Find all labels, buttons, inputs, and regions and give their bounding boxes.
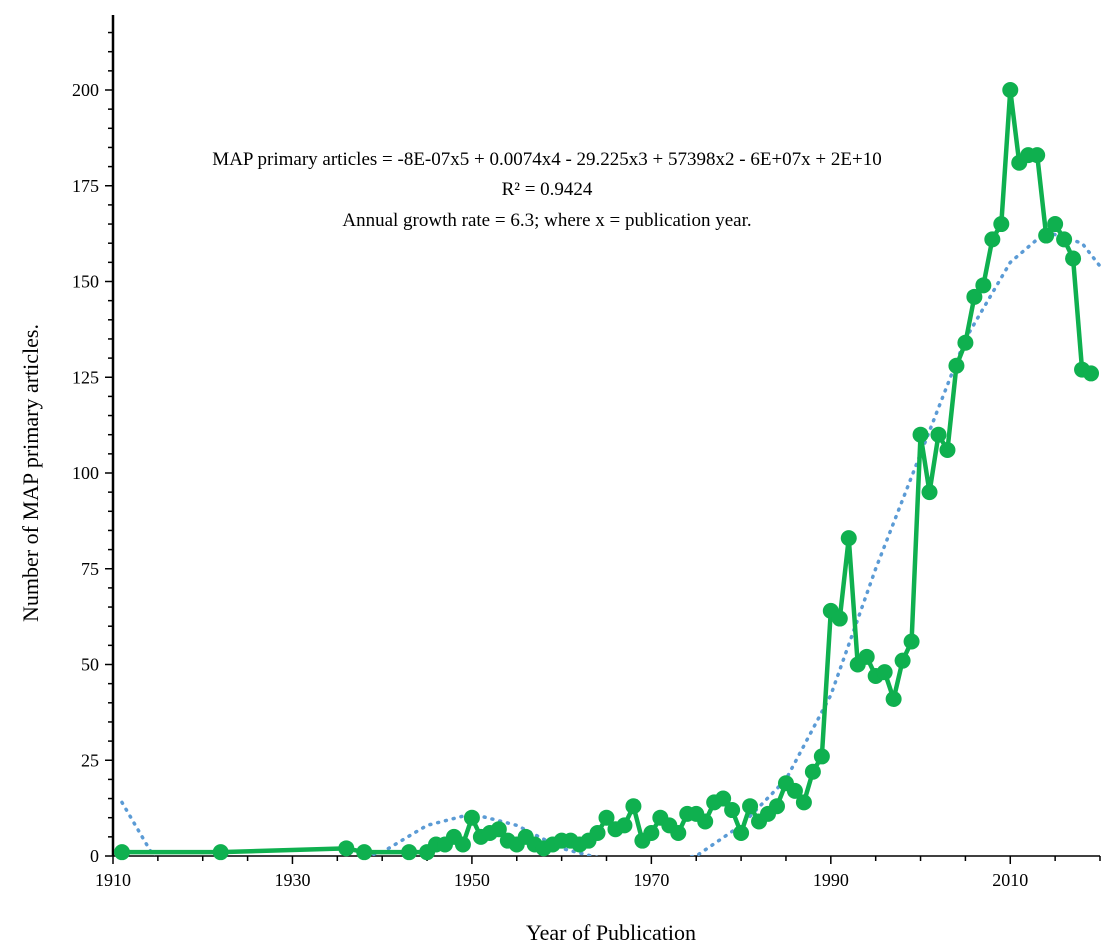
data-point xyxy=(490,821,507,838)
polynomial-trendline xyxy=(120,229,1102,856)
data-point xyxy=(724,802,741,819)
data-point xyxy=(912,426,929,443)
data-point xyxy=(625,798,642,815)
data-point xyxy=(463,809,480,826)
y-tick-label: 100 xyxy=(72,463,99,483)
data-point xyxy=(1083,365,1100,382)
y-axis-title: Number of MAP primary articles. xyxy=(18,324,43,622)
data-point xyxy=(768,798,785,815)
data-point xyxy=(338,840,355,857)
data-point xyxy=(697,813,714,830)
data-point xyxy=(1056,231,1073,248)
y-tick-label: 25 xyxy=(81,750,99,770)
data-point xyxy=(212,844,229,861)
data-point xyxy=(876,664,893,681)
y-tick-label: 200 xyxy=(72,80,99,100)
axes: 0 25 50 75 100 125 150 175 200 1910 1930 1950 1970 19… xyxy=(72,15,1101,890)
y-tick-label: 175 xyxy=(72,176,99,196)
x-tick-label: 2010 xyxy=(992,870,1028,890)
trendline-layer xyxy=(120,229,1102,856)
data-point xyxy=(813,748,830,765)
y-tick-label: 150 xyxy=(72,272,99,292)
data-point xyxy=(643,825,660,842)
x-tick-label: 1970 xyxy=(633,870,669,890)
data-point xyxy=(840,530,857,547)
r-squared-annotation: R² = 0.9424 xyxy=(502,179,593,200)
equation-annotation: MAP primary articles = -8E-07x5 + 0.0074… xyxy=(212,149,881,170)
data-point xyxy=(589,825,606,842)
y-tick-label: 0 xyxy=(90,846,99,866)
data-point xyxy=(356,844,373,861)
data-point xyxy=(939,442,956,459)
data-point xyxy=(921,484,938,501)
data-point xyxy=(786,782,803,799)
data-point xyxy=(598,809,615,826)
data-point xyxy=(948,357,965,374)
text-layer: MAP primary articles = -8E-07x5 + 0.0074… xyxy=(18,149,882,945)
data-point xyxy=(616,817,633,834)
y-tick-label: 50 xyxy=(81,655,99,675)
data-point xyxy=(903,633,920,650)
x-tick-label: 1930 xyxy=(274,870,310,890)
data-point xyxy=(804,763,821,780)
data-point xyxy=(795,794,812,811)
data-point xyxy=(858,648,875,665)
data-point xyxy=(957,334,974,351)
data-point xyxy=(401,844,418,861)
data-point xyxy=(993,216,1010,233)
growth-rate-annotation: Annual growth rate = 6.3; where x = publ… xyxy=(342,210,751,231)
data-point xyxy=(742,798,759,815)
y-tick-label: 75 xyxy=(81,559,99,579)
x-tick-label: 1990 xyxy=(813,870,849,890)
data-point xyxy=(984,231,1001,248)
data-point xyxy=(930,426,947,443)
x-axis-title: Year of Publication xyxy=(526,920,696,945)
data-point xyxy=(113,844,130,861)
x-tick-label: 1910 xyxy=(95,870,131,890)
x-tick-label: 1950 xyxy=(454,870,490,890)
data-point xyxy=(715,790,732,807)
series-layer xyxy=(113,82,1100,861)
data-point xyxy=(454,836,471,853)
y-tick-label: 125 xyxy=(72,367,99,387)
data-point xyxy=(670,825,687,842)
data-point xyxy=(733,825,750,842)
data-point xyxy=(1047,216,1064,233)
series-line xyxy=(121,87,1092,855)
data-point xyxy=(885,690,902,707)
data-point xyxy=(975,277,992,294)
data-point xyxy=(1038,227,1055,244)
data-point xyxy=(1002,82,1019,98)
data-point xyxy=(831,610,848,627)
data-point xyxy=(966,288,983,305)
data-point xyxy=(1065,250,1082,267)
data-point xyxy=(894,652,911,669)
data-point xyxy=(1029,147,1046,164)
